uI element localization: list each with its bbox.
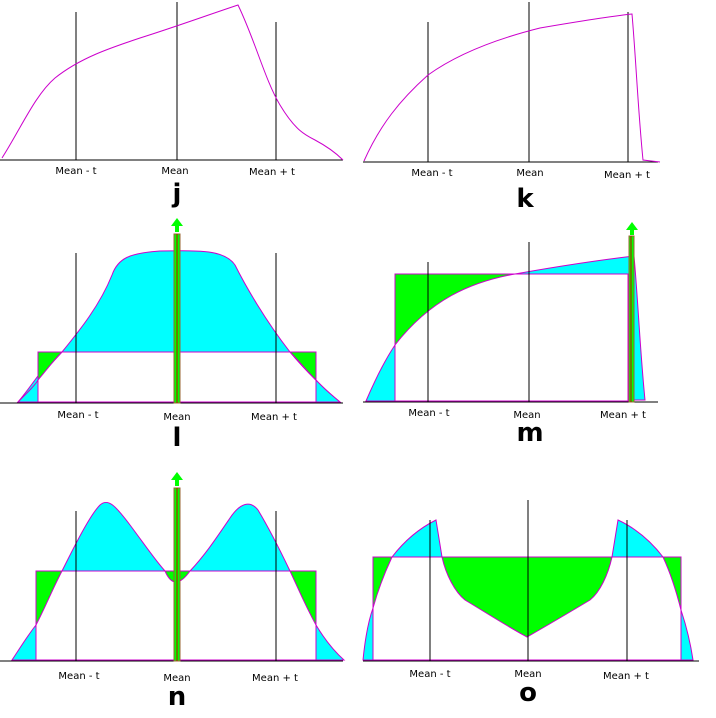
panel-n-spike-arrow-icon: [171, 472, 183, 486]
panel-o-cyan-right-tail: [680, 609, 694, 661]
panel-o-green-left: [372, 556, 393, 609]
panel-l-green-right: [288, 351, 317, 382]
panel-m-spike-arrow-icon: [626, 222, 638, 235]
panel-j-tick-mean-plus-t: Mean + t: [249, 167, 295, 178]
panel-n-tick-mean-plus-t: Mean + t: [252, 673, 298, 684]
panel-o-green-right: [662, 556, 682, 611]
panel-o-label: o: [519, 678, 537, 708]
panel-m-tick-mean-minus-t: Mean - t: [408, 408, 449, 419]
panel-k-label: k: [516, 184, 534, 214]
panel-m-tick-mean: Mean: [513, 410, 540, 421]
panel-l-green-left: [37, 351, 64, 382]
panel-o-cyan-left-hump: [390, 519, 443, 558]
panel-m-tick-mean-plus-t: Mean + t: [600, 410, 646, 421]
panel-l: Mean - t Mean Mean + t l: [0, 218, 343, 453]
panel-n-label: n: [168, 682, 187, 712]
panel-o-tick-mean: Mean: [514, 669, 541, 680]
panel-o-cyan-right-hump: [611, 519, 665, 558]
panel-n-cyan-right-tail: [315, 623, 346, 661]
panel-k-tick-mean-minus-t: Mean - t: [411, 168, 452, 179]
panel-n-cyan-left-tail: [11, 623, 37, 661]
panel-o-cyan-left-tail: [362, 607, 374, 661]
panel-m-cyan-left: [365, 343, 396, 402]
panel-m: Mean - t Mean Mean + t m: [363, 222, 658, 448]
panel-l-cyan-right-tail: [315, 378, 342, 403]
panel-k-curve: [363, 13, 661, 163]
panel-m-cyan-right: [514, 255, 646, 401]
panel-m-green-left: [394, 273, 516, 347]
panel-j-curve: [1, 4, 344, 161]
panel-n-cyan-right-hump: [188, 503, 291, 572]
panel-l-label: l: [173, 423, 182, 453]
panel-n-cyan-left-hump: [61, 501, 167, 572]
panel-k-tick-mean: Mean: [516, 168, 543, 179]
panel-j: Mean - t Mean Mean + t j: [0, 2, 344, 209]
panel-j-tick-mean-minus-t: Mean - t: [55, 166, 96, 177]
panel-n-tick-mean-minus-t: Mean - t: [58, 671, 99, 682]
panel-l-tick-mean-minus-t: Mean - t: [57, 410, 98, 421]
panel-o-tick-mean-plus-t: Mean + t: [603, 671, 649, 682]
panel-j-tick-mean: Mean: [161, 166, 188, 177]
panel-n-green-left: [35, 570, 63, 626]
panel-l-tick-mean-plus-t: Mean + t: [251, 412, 297, 423]
panel-l-tick-mean: Mean: [163, 412, 190, 423]
panel-o-tick-mean-minus-t: Mean - t: [409, 669, 450, 680]
panel-n-green-right: [289, 570, 317, 626]
panel-o-uniform-box: [372, 556, 682, 661]
panel-k-tick-mean-plus-t: Mean + t: [604, 170, 650, 181]
panel-n-tick-mean: Mean: [163, 673, 190, 684]
panel-m-label: m: [516, 418, 543, 448]
panel-k: Mean - t Mean Mean + t k: [363, 2, 661, 214]
panel-o: Mean - t Mean Mean + t o: [362, 500, 699, 708]
panel-o-green-center: [441, 556, 613, 638]
panel-n: Mean - t Mean Mean + t n: [0, 472, 346, 712]
panel-j-label: j: [172, 179, 182, 209]
panel-m-uniform-box: [394, 273, 629, 402]
panel-l-spike-arrow-icon: [171, 218, 183, 232]
